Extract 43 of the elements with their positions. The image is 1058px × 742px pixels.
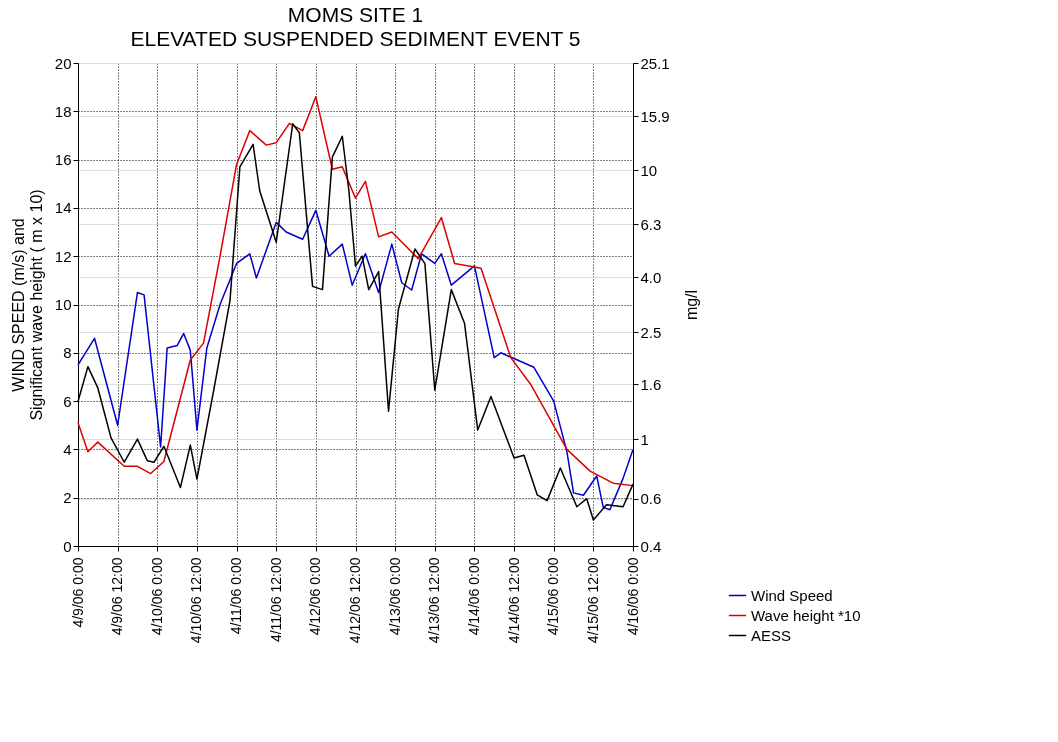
x-tick-label: 4/11/06 12:00 bbox=[267, 557, 284, 643]
y2-tick-label: 25.1 bbox=[640, 54, 670, 72]
y-tick-label: 8 bbox=[63, 344, 72, 362]
x-tick-label: 4/14/06 12:00 bbox=[505, 557, 522, 644]
y-tick-label: 10 bbox=[54, 296, 72, 313]
y-tick-label: 4 bbox=[63, 440, 72, 458]
y-tick-label: 14 bbox=[54, 199, 72, 217]
x-tick-label: 4/14/06 0:00 bbox=[465, 557, 482, 636]
y2-tick-label: 0.4 bbox=[640, 537, 662, 555]
y-tick-label: 0 bbox=[63, 537, 72, 555]
y-tick-label: 16 bbox=[54, 151, 72, 169]
y-tick-label: 6 bbox=[63, 392, 72, 410]
y2-tick-label: 0.6 bbox=[640, 490, 662, 508]
legend-label: Wind Speed bbox=[751, 586, 833, 604]
y2-tick-label: 2.5 bbox=[640, 323, 662, 341]
chart-subtitle: ELEVATED SUSPENDED SEDIMENT EVENT 5 bbox=[130, 27, 581, 50]
x-tick-label: 4/11/06 0:00 bbox=[228, 557, 245, 635]
x-tick-label: 4/9/06 12:00 bbox=[109, 557, 126, 636]
legend-label: AESS bbox=[751, 626, 792, 644]
x-tick-label: 4/15/06 0:00 bbox=[545, 557, 562, 636]
y2-tick-label: 4.0 bbox=[640, 268, 662, 286]
y2-tick-label: 10 bbox=[640, 161, 658, 179]
y-tick-label: 12 bbox=[54, 247, 72, 265]
y-axis-title: WIND SPEED (m/s) and Significant wave height ( m x 10) bbox=[9, 189, 45, 421]
y2-tick-label: 1 bbox=[640, 430, 649, 448]
x-tick-label: 4/16/06 0:00 bbox=[624, 557, 641, 636]
y-tick-label: 18 bbox=[54, 102, 72, 120]
y2-tick-label: 15.9 bbox=[640, 107, 670, 125]
x-tick-label: 4/15/06 12:00 bbox=[584, 557, 601, 644]
y2-axis-title: mg/l bbox=[682, 289, 700, 321]
x-tick-label: 4/10/06 0:00 bbox=[148, 557, 165, 636]
chart-title: MOMS SITE 1 bbox=[287, 3, 424, 26]
y2-tick-label: 1.6 bbox=[640, 375, 662, 393]
legend-label: Wave height *10 bbox=[751, 606, 861, 624]
x-tick-label: 4/10/06 12:00 bbox=[188, 557, 205, 644]
y-tick-label: 2 bbox=[63, 489, 72, 507]
x-tick-label: 4/13/06 0:00 bbox=[386, 557, 403, 636]
x-tick-label: 4/12/06 0:00 bbox=[307, 557, 324, 636]
x-tick-label: 4/13/06 12:00 bbox=[426, 557, 443, 644]
x-tick-label: 4/12/06 12:00 bbox=[347, 557, 363, 644]
y2-tick-label: 6.3 bbox=[640, 215, 662, 233]
x-tick-label: 4/9/06 0:00 bbox=[69, 557, 86, 628]
y-tick-label: 20 bbox=[54, 54, 72, 72]
